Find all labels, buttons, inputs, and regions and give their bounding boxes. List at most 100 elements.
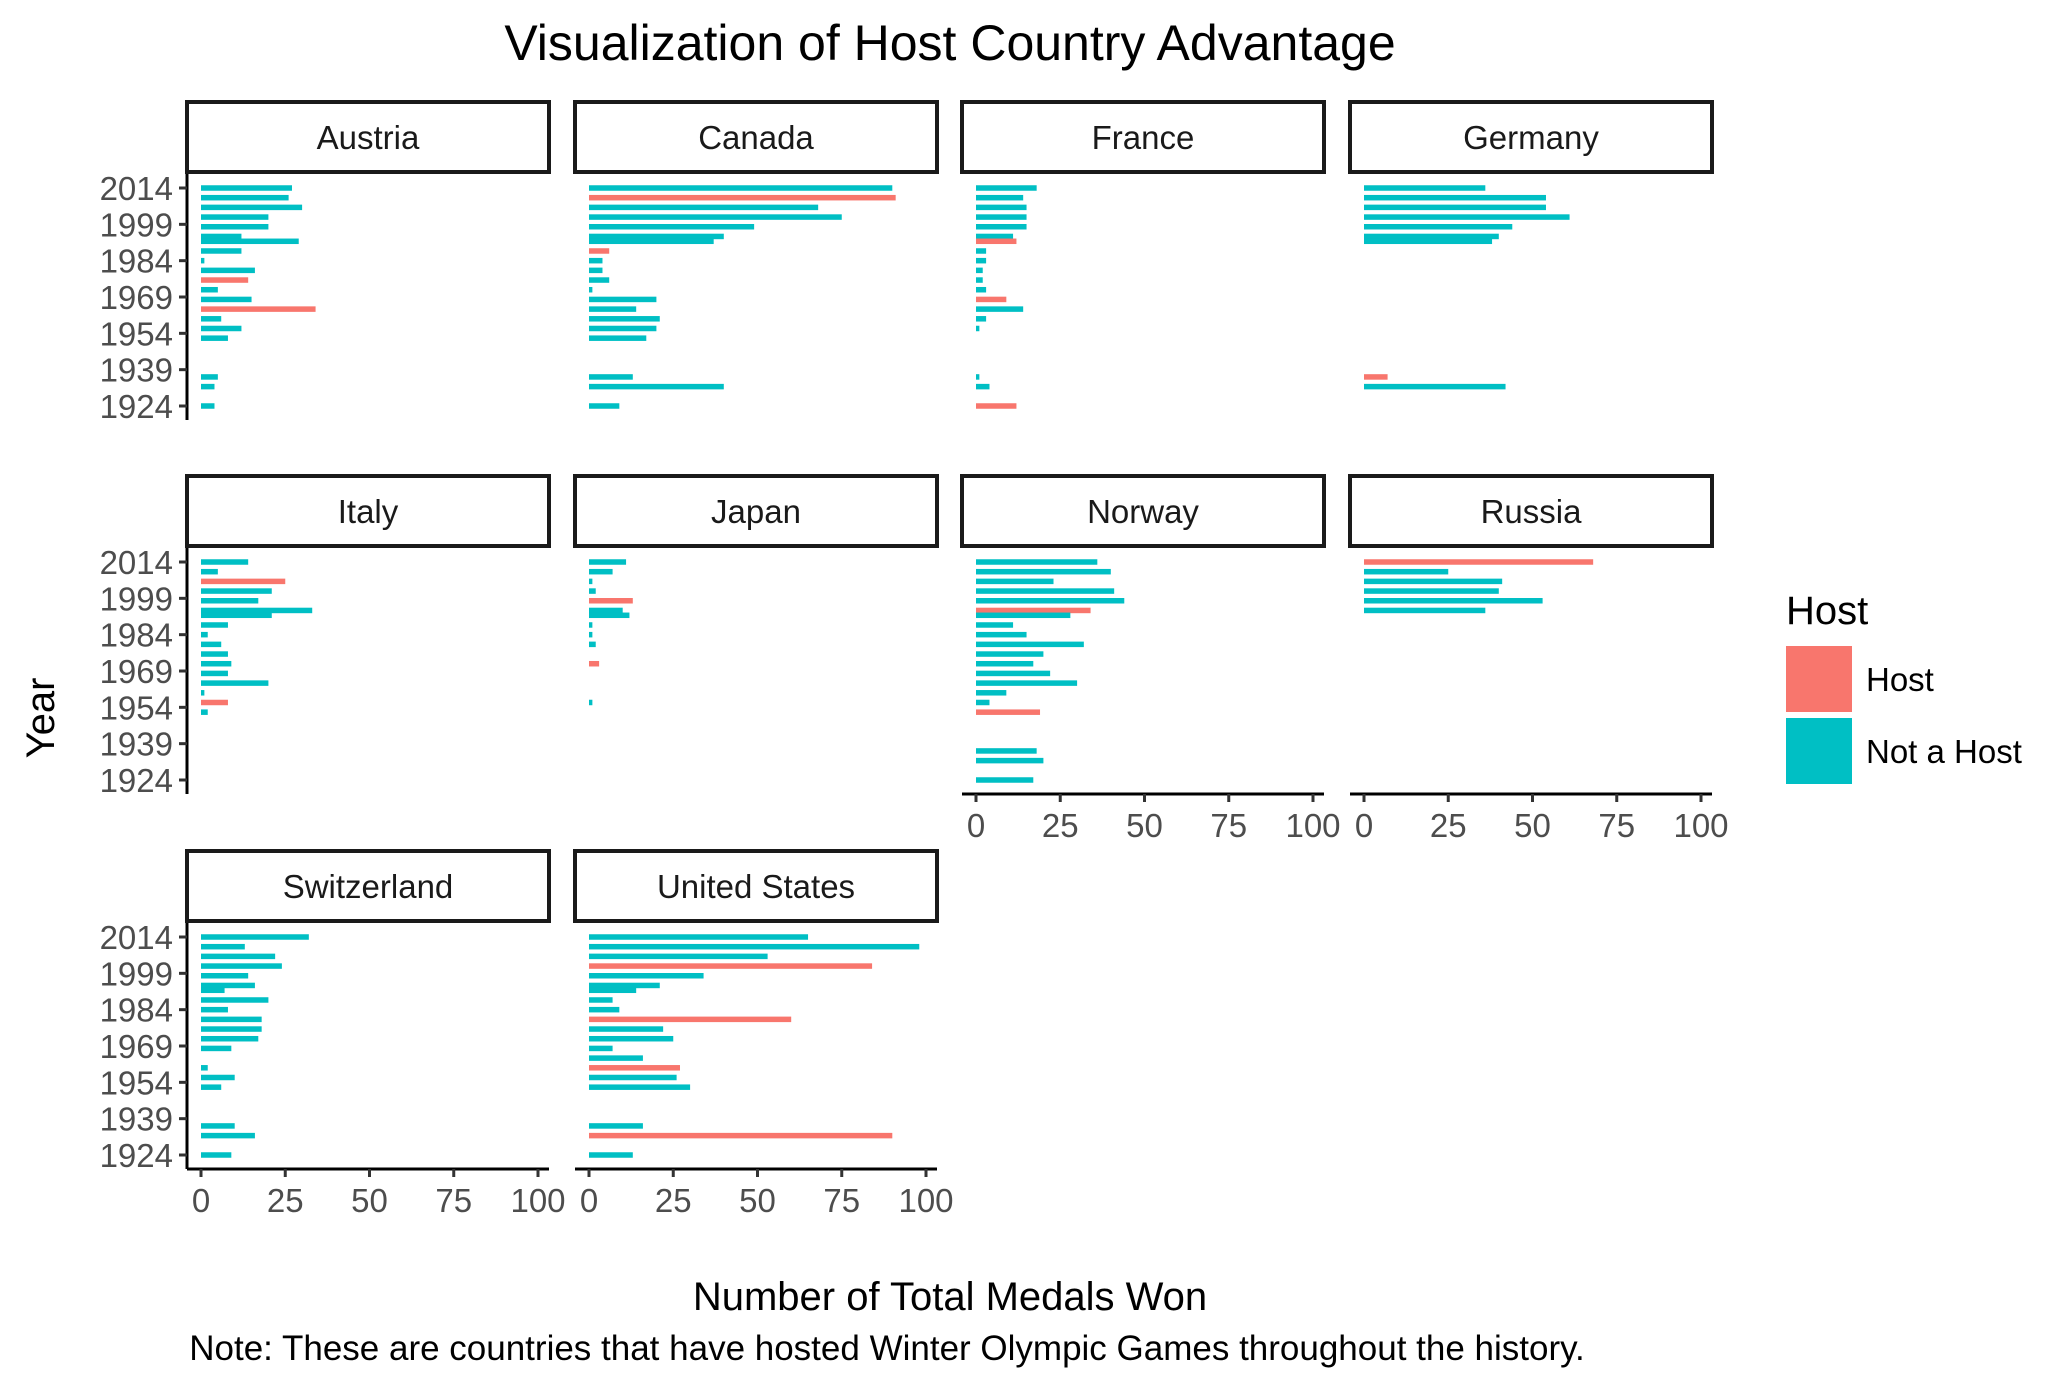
facet-strip-norway bbox=[960, 474, 1326, 548]
bar-austria-1998 bbox=[201, 224, 269, 230]
bar-austria-1992 bbox=[201, 238, 299, 245]
bar-norway-1984 bbox=[976, 631, 1027, 638]
bar-russia-2014 bbox=[1364, 559, 1594, 565]
x-tick-label-switzerland-100: 100 bbox=[510, 1182, 565, 1219]
bar-canada-1992 bbox=[589, 238, 714, 245]
bar-japan-1980 bbox=[589, 641, 596, 648]
x-tick-label-switzerland-0: 0 bbox=[192, 1182, 210, 1219]
bar-austria-2010 bbox=[201, 194, 289, 201]
bar-united-states-1932 bbox=[589, 1132, 893, 1139]
y-tick-label-switzerland-1954: 1954 bbox=[100, 1064, 173, 1101]
bar-italy-1964 bbox=[201, 680, 269, 686]
bar-japan-1998 bbox=[589, 598, 633, 604]
bar-canada-2014 bbox=[589, 185, 893, 191]
chart-caption: Note: These are countries that have host… bbox=[189, 1329, 1585, 1368]
bar-france-1964 bbox=[976, 306, 1024, 312]
bar-switzerland-1988 bbox=[201, 997, 269, 1003]
bar-canada-1976 bbox=[589, 277, 610, 283]
facet-strip-germany bbox=[1348, 100, 1714, 174]
bar-italy-1956 bbox=[201, 699, 228, 706]
y-tick-label-switzerland-1999: 1999 bbox=[100, 955, 173, 992]
bar-united-states-1994 bbox=[589, 982, 660, 989]
bar-canada-1994 bbox=[589, 233, 724, 240]
y-tick-label-italy-1984: 1984 bbox=[100, 617, 173, 654]
facet-norway: Norway 0 25 50 75 100 bbox=[960, 474, 1341, 844]
bar-france-2014 bbox=[976, 185, 1037, 191]
bar-norway-2014 bbox=[976, 559, 1098, 565]
bar-italy-1976 bbox=[201, 651, 228, 657]
x-tick-label-united-states-25: 25 bbox=[655, 1182, 692, 1219]
bar-austria-1976 bbox=[201, 277, 249, 283]
facet-canada: Canada bbox=[573, 100, 939, 409]
bar-austria-2006 bbox=[201, 204, 303, 211]
bar-united-states-1936 bbox=[589, 1123, 643, 1129]
y-tick-label-italy-2014: 2014 bbox=[100, 544, 173, 581]
bar-canada-1964 bbox=[589, 306, 637, 312]
x-tick-label-switzerland-25: 25 bbox=[267, 1182, 304, 1219]
bar-russia-2010 bbox=[1364, 568, 1449, 575]
bar-italy-1960 bbox=[201, 690, 205, 696]
y-tick-label-italy-1939: 1939 bbox=[100, 726, 173, 763]
facet-strip-united-states bbox=[573, 849, 939, 923]
bar-italy-2006 bbox=[201, 578, 286, 585]
bar-switzerland-1932 bbox=[201, 1132, 255, 1139]
bar-germany-1932 bbox=[1364, 383, 1506, 390]
bar-norway-1988 bbox=[976, 622, 1014, 628]
bar-united-states-1952 bbox=[589, 1084, 691, 1090]
y-tick-label-italy-1924: 1924 bbox=[100, 762, 173, 799]
facet-japan: Japan bbox=[573, 474, 939, 706]
bar-united-states-1988 bbox=[589, 997, 613, 1003]
facet-label-switzerland: Switzerland bbox=[283, 868, 454, 905]
facet-panels: Austria2014199919841969195419391924Canad… bbox=[100, 100, 1729, 1219]
bar-canada-1988 bbox=[589, 248, 610, 254]
bar-germany-1992 bbox=[1364, 238, 1493, 245]
x-tick-label-russia-50: 50 bbox=[1514, 807, 1551, 844]
bar-austria-1980 bbox=[201, 267, 255, 274]
bar-germany-2006 bbox=[1364, 204, 1546, 211]
bar-japan-1972 bbox=[589, 660, 600, 667]
bar-austria-1972 bbox=[201, 286, 218, 293]
bar-france-2006 bbox=[976, 204, 1027, 211]
bar-canada-2010 bbox=[589, 194, 896, 201]
y-tick-label-switzerland-2014: 2014 bbox=[100, 919, 173, 956]
bar-switzerland-1980 bbox=[201, 1016, 262, 1023]
y-tick-label-switzerland-1939: 1939 bbox=[100, 1101, 173, 1138]
bar-canada-1960 bbox=[589, 316, 660, 322]
y-tick-label-switzerland-1984: 1984 bbox=[100, 992, 173, 1029]
bar-switzerland-1992 bbox=[201, 987, 225, 994]
bar-france-1960 bbox=[976, 316, 987, 322]
bar-canada-1972 bbox=[589, 286, 593, 293]
bar-france-1968 bbox=[976, 296, 1007, 303]
bar-japan-2002 bbox=[589, 588, 596, 594]
bar-france-1976 bbox=[976, 277, 983, 283]
bar-russia-1998 bbox=[1364, 598, 1543, 604]
bar-france-1924 bbox=[976, 403, 1017, 409]
x-tick-label-norway-25: 25 bbox=[1042, 807, 1079, 844]
bar-russia-2006 bbox=[1364, 578, 1503, 585]
bar-italy-1998 bbox=[201, 598, 259, 604]
bar-united-states-2006 bbox=[589, 953, 768, 960]
x-tick-label-norway-75: 75 bbox=[1210, 807, 1247, 844]
bar-italy-1968 bbox=[201, 670, 228, 677]
y-tick-label-austria-1969: 1969 bbox=[100, 279, 173, 316]
facet-label-japan: Japan bbox=[711, 493, 801, 530]
bar-switzerland-1952 bbox=[201, 1084, 222, 1090]
bar-united-states-1968 bbox=[589, 1045, 613, 1052]
y-tick-label-italy-1999: 1999 bbox=[100, 580, 173, 617]
bar-italy-1972 bbox=[201, 660, 232, 667]
bar-italy-1980 bbox=[201, 641, 222, 648]
bar-united-states-1956 bbox=[589, 1074, 677, 1081]
x-tick-label-norway-100: 100 bbox=[1285, 807, 1340, 844]
bar-italy-1952 bbox=[201, 709, 208, 715]
bar-germany-1936 bbox=[1364, 374, 1388, 380]
facet-germany: Germany bbox=[1348, 100, 1714, 390]
bar-france-1980 bbox=[976, 267, 983, 274]
bar-japan-1992 bbox=[589, 612, 630, 619]
bar-norway-1976 bbox=[976, 651, 1044, 657]
x-tick-label-russia-0: 0 bbox=[1355, 807, 1373, 844]
bar-france-2010 bbox=[976, 194, 1024, 201]
y-tick-label-italy-1954: 1954 bbox=[100, 689, 173, 726]
bar-switzerland-1972 bbox=[201, 1035, 259, 1042]
